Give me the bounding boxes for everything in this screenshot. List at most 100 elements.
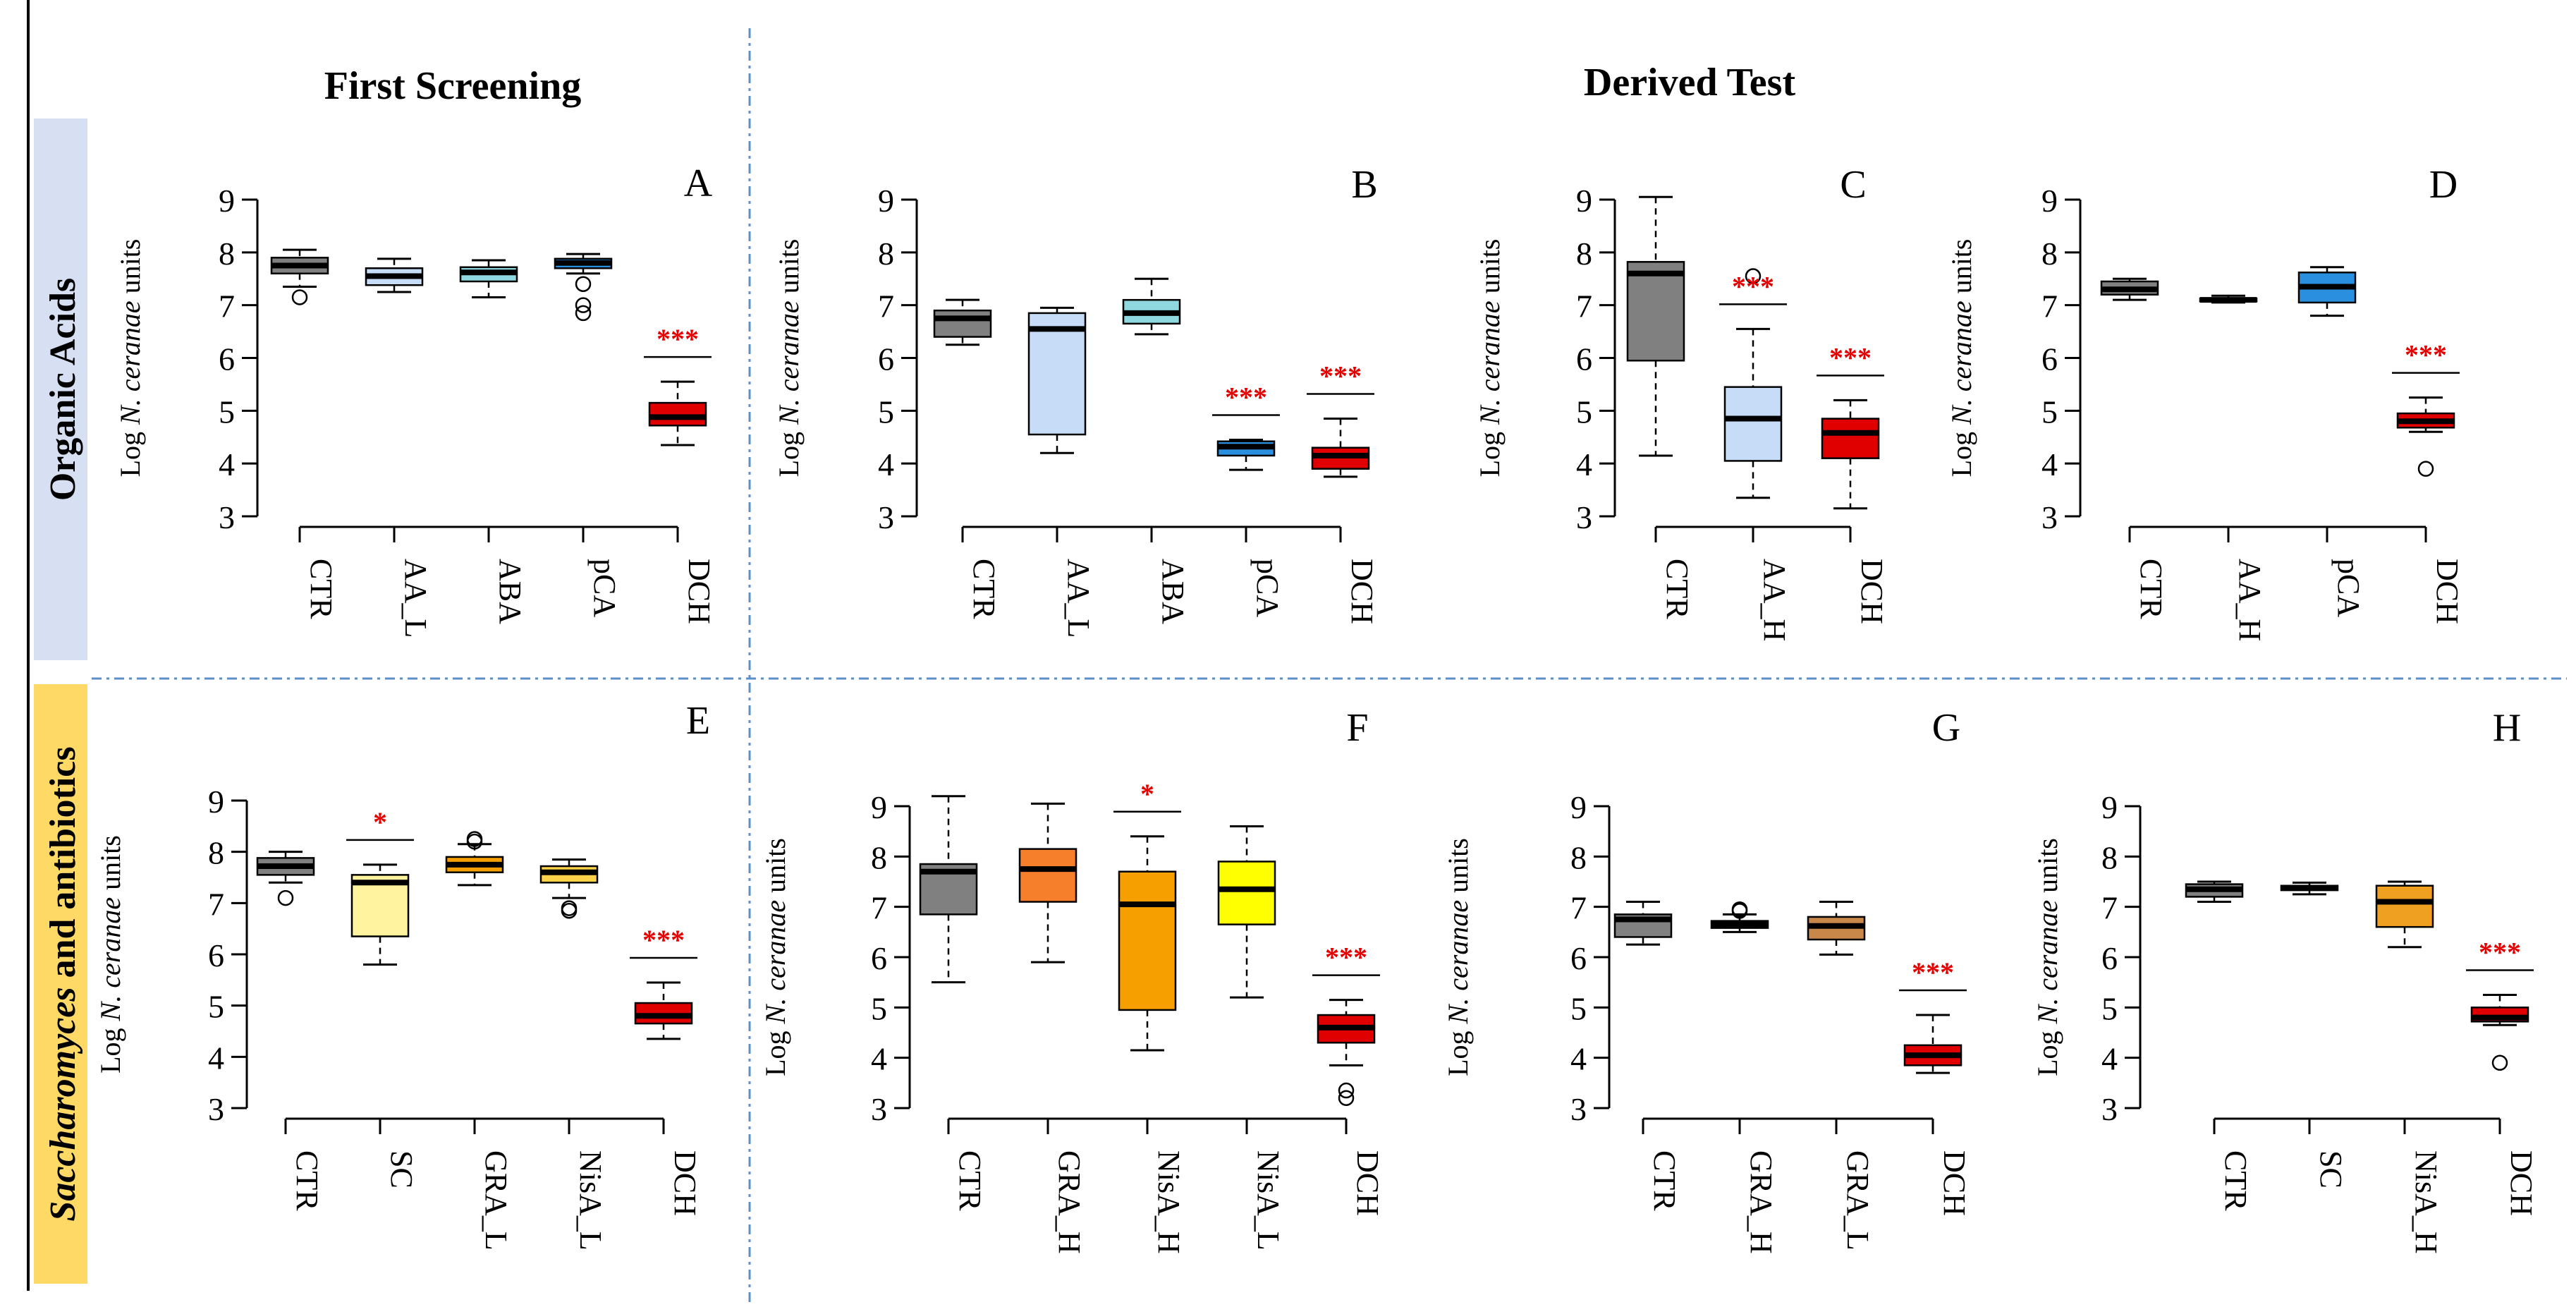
y-tick-label: 4	[208, 1040, 224, 1076]
y-tick-label: 4	[1570, 1041, 1587, 1077]
y-tick-label: 6	[871, 940, 887, 976]
significance-label: *	[373, 806, 387, 838]
saccharomyces-label: Saccharomyces and antibiotics	[43, 746, 83, 1221]
y-tick-label: 8	[208, 835, 224, 871]
y-tick-label: 9	[219, 183, 235, 219]
y-axis-label-prefix: Log	[1442, 1023, 1474, 1076]
y-tick-label: 7	[878, 288, 894, 324]
y-axis-label-prefix: Log	[94, 1021, 126, 1073]
box-pCA: pCA	[554, 253, 622, 617]
box-CTR: CTR	[933, 298, 1001, 619]
y-axis-label-species: N. ceranae	[1474, 300, 1506, 425]
y-tick-label: 7	[2101, 890, 2118, 926]
x-tick-label: DCH	[2430, 559, 2465, 624]
significance-label: *	[1140, 778, 1154, 810]
x-tick-label: CTR	[1660, 559, 1695, 619]
y-axis-label-suffix: units	[114, 239, 146, 301]
panel-letter: E	[686, 699, 710, 743]
significance-label: ***	[1325, 942, 1367, 973]
y-tick-label: 6	[208, 937, 224, 973]
y-axis-label-suffix: units	[1474, 239, 1506, 301]
x-tick-label: CTR	[2218, 1150, 2253, 1211]
y-tick-label: 9	[1576, 183, 1592, 219]
x-tick-label: AA_H	[1757, 559, 1792, 641]
y-tick-label: 5	[871, 990, 887, 1026]
x-tick-label: NisA_H	[2409, 1150, 2443, 1254]
y-axis-label-suffix: units	[1946, 239, 1977, 301]
box-NisA_H: NisA_H	[2375, 880, 2443, 1254]
panel-A: A 3 4 5 6 7 8 9 Log N. ceranae units CTR AA_L ABA pC…	[114, 162, 716, 638]
box-CTR: CTR	[1613, 901, 1682, 1211]
significance-label: ***	[642, 924, 685, 956]
y-tick-label: 6	[1570, 940, 1587, 976]
saccharomyces-band	[34, 684, 87, 1284]
panel-F: F 3 4 5 6 7 8 9 Log N. ceranae units CTR GRA_H NisA…	[759, 706, 1385, 1254]
y-axis-label-suffix: units	[94, 835, 126, 897]
outlier-point	[2417, 461, 2434, 477]
significance-label: ***	[1912, 956, 1954, 988]
box-SC: SC	[2280, 881, 2348, 1189]
y-axis-label-prefix: Log	[2032, 1023, 2063, 1076]
box-body	[1118, 870, 1177, 1011]
x-tick-label: DCH	[1855, 559, 1889, 624]
panels: A 3 4 5 6 7 8 9 Log N. ceranae units CTR AA_L ABA pC…	[94, 162, 2539, 1254]
y-tick-label: 4	[219, 446, 235, 482]
y-tick-label: 9	[2041, 183, 2058, 219]
x-tick-label: AA_L	[1061, 559, 1096, 638]
y-tick-label: 5	[2101, 990, 2118, 1026]
y-axis-label-species: N. ceranae	[94, 897, 126, 1022]
y-tick-label: 4	[1576, 446, 1592, 482]
derived-test-title: Derived Test	[1584, 61, 1796, 104]
y-axis-label-species: N. ceranae	[114, 300, 146, 425]
y-axis-label-species: N. ceranae	[1946, 300, 1977, 425]
box-GRA_H: GRA_H	[1018, 802, 1087, 1254]
x-tick-label: AA_H	[2233, 559, 2267, 641]
box-pCA: pCA	[2297, 266, 2366, 617]
outlier-point	[466, 833, 483, 850]
y-tick-label: 8	[2041, 236, 2058, 272]
outlier-point	[575, 276, 592, 292]
y-tick-label: 4	[871, 1041, 887, 1077]
y-tick-label: 9	[871, 789, 887, 825]
significance-label: ***	[1732, 270, 1774, 302]
y-tick-label: 9	[208, 784, 224, 820]
panel-E: E 3 4 5 6 7 8 9 Log N. ceranae units CTR SC * GRA_L N…	[94, 699, 710, 1251]
y-tick-label: 8	[871, 839, 887, 875]
outlier-point	[561, 902, 578, 919]
y-axis-label-species: N. ceranae	[1442, 900, 1474, 1025]
box-DCH: DCH ***	[1312, 942, 1385, 1216]
y-tick-label: 3	[1576, 499, 1592, 535]
y-tick-label: 8	[1570, 839, 1587, 875]
x-tick-label: pCA	[587, 559, 622, 617]
panel-letter: D	[2429, 163, 2458, 207]
y-tick-label: 7	[208, 886, 224, 922]
panel-letter: F	[1346, 706, 1368, 750]
panel-letter: H	[2493, 706, 2521, 750]
box-body	[1018, 848, 1078, 903]
box-AA_H: AA_H	[2199, 294, 2267, 641]
box-AA_H: AA_H ***	[1719, 268, 1792, 641]
box-CTR: CTR	[919, 795, 987, 1211]
box-CTR: CTR	[2185, 880, 2253, 1211]
significance-label: ***	[2479, 937, 2521, 968]
outlier-point	[575, 297, 592, 313]
outlier-point	[291, 289, 308, 305]
y-axis-label: Log N. ceranae units	[1442, 838, 1474, 1076]
saccharomyces-rest: and antibiotics	[43, 746, 83, 987]
x-tick-label: AA_L	[398, 559, 433, 638]
box-DCH: DCH ***	[630, 924, 702, 1216]
y-tick-label: 5	[1576, 394, 1592, 430]
x-tick-label: DCH	[1345, 559, 1379, 624]
y-tick-label: 4	[2041, 446, 2058, 482]
x-tick-label: CTR	[304, 559, 338, 619]
panel-B: B 3 4 5 6 7 8 9 Log N. ceranae units CTR AA_L ABA pC…	[773, 163, 1379, 638]
y-tick-label: 4	[878, 446, 894, 482]
panel-G: G 3 4 5 6 7 8 9 Log N. ceranae units CTR GRA_H GRA_…	[1442, 706, 1972, 1254]
x-tick-label: NisA_L	[1251, 1150, 1286, 1251]
x-tick-label: CTR	[2134, 559, 2168, 619]
y-tick-label: 7	[2041, 288, 2058, 324]
y-tick-label: 7	[871, 890, 887, 926]
box-pCA: pCA ***	[1212, 381, 1285, 617]
y-tick-label: 8	[219, 236, 235, 272]
